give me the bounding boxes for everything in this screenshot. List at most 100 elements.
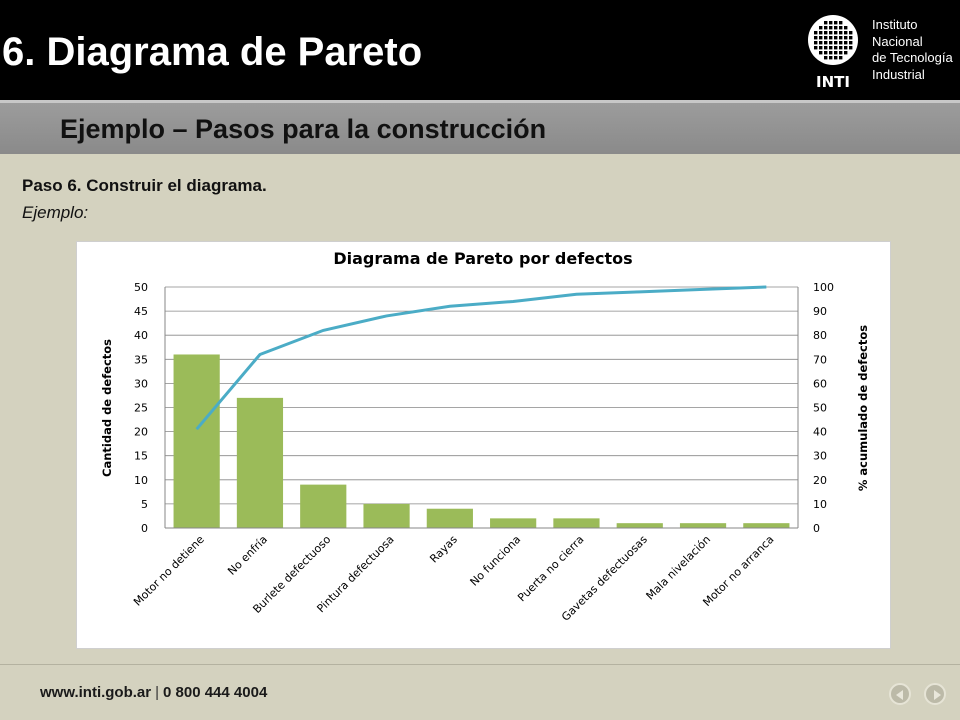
footer-contact: www.inti.gob.ar | 0 800 444 4004 [40, 684, 267, 701]
bar [490, 518, 537, 528]
y-tick-label: 0 [141, 522, 148, 535]
y-tick-label: 25 [134, 402, 148, 415]
logo-grid-cell [834, 41, 838, 45]
pareto-chart: Diagrama de Pareto por defectos 0 5 10 15 20… [76, 241, 891, 649]
logo-grid-cell [819, 31, 823, 35]
logo-grid-cell [839, 36, 843, 40]
y-tick-label: 45 [134, 305, 148, 318]
logo-grid-cell [824, 21, 828, 25]
footer-phone: 0 800 444 4004 [163, 684, 268, 701]
logo-grid-cell [844, 41, 848, 45]
logo-grid-cell [844, 51, 848, 55]
logo-grid-cell [819, 46, 823, 50]
logo-grid-cell [834, 26, 838, 30]
bar [173, 354, 220, 528]
logo-grid-cell [829, 51, 833, 55]
logo-grid-cell [829, 36, 833, 40]
y2-tick-label: 80 [813, 329, 827, 342]
next-slide-button[interactable] [924, 683, 946, 705]
logo-grid-cell [839, 21, 843, 25]
y2-tick-label: 50 [813, 402, 827, 415]
logo-grid-cell [824, 26, 828, 30]
section-subtitle: Ejemplo – Pasos para la construcción [60, 114, 547, 144]
logo-grid-cell [844, 46, 848, 50]
logo-grid-cell [824, 46, 828, 50]
bar [616, 523, 663, 528]
y-tick-label: 35 [134, 353, 148, 366]
footer-url[interactable]: www.inti.gob.ar [40, 684, 152, 701]
y2-tick-label: 0 [813, 522, 820, 535]
logo-grid-cell [829, 31, 833, 35]
logo-grid-cell [814, 36, 818, 40]
logo-grid-cell [844, 31, 848, 35]
logo-grid-cell [824, 31, 828, 35]
bar [363, 503, 410, 528]
x-category-label: Motor no detiene [131, 533, 207, 609]
chart-title: Diagrama de Pareto por defectos [333, 249, 632, 268]
x-category-label: Rayas [427, 533, 460, 566]
x-category-label: No funciona [468, 533, 524, 589]
header-bar [0, 0, 960, 100]
logo-grid-cell [834, 21, 838, 25]
footer-divider [0, 664, 960, 665]
logo-grid-cell [834, 31, 838, 35]
page-title: 6. Diagrama de Pareto [2, 30, 423, 74]
x-category-label: Motor no arranca [700, 533, 776, 609]
logo-line: de Tecnología [872, 50, 953, 65]
logo-grid-cell [834, 56, 838, 60]
logo-grid-cell [824, 41, 828, 45]
logo-grid-cell [824, 36, 828, 40]
logo-grid-cell [849, 36, 853, 40]
logo-grid-cell [839, 31, 843, 35]
logo-grid-cell [814, 31, 818, 35]
logo-grid-cell [829, 46, 833, 50]
step-text: Paso 6. Construir el diagrama. [22, 176, 267, 195]
y2-tick-label: 70 [813, 353, 827, 366]
bar [679, 523, 727, 528]
x-category-label: Puerta no cierra [515, 533, 586, 604]
logo-grid-cell [849, 46, 853, 50]
logo-grid-cell [814, 41, 818, 45]
logo-grid-cell [849, 31, 853, 35]
logo-grid-cell [819, 36, 823, 40]
y2-tick-label: 100 [813, 281, 834, 294]
y2-axis-label: % acumulado de defectos [856, 325, 870, 491]
logo-acronym: INTI [816, 73, 850, 91]
logo-grid-cell [839, 26, 843, 30]
logo-grid-cell [834, 51, 838, 55]
prev-slide-button[interactable] [889, 683, 911, 705]
bar [300, 484, 347, 528]
y-tick-label: 10 [134, 474, 148, 487]
y2-tick-label: 90 [813, 305, 827, 318]
logo-grid-cell [814, 46, 818, 50]
logo-grid-cell [819, 26, 823, 30]
example-label: Ejemplo: [22, 203, 89, 222]
bar [553, 518, 600, 528]
y2-tick-label: 30 [813, 450, 827, 463]
footer-separator: | [155, 684, 160, 701]
logo-grid-cell [819, 51, 823, 55]
y-tick-label: 20 [134, 426, 148, 439]
footer-bar [0, 665, 960, 720]
y2-tick-label: 60 [813, 377, 827, 390]
y-axis-label: Cantidad de defectos [100, 339, 114, 477]
logo-grid-cell [849, 41, 853, 45]
logo-grid-cell [824, 51, 828, 55]
logo-grid-cell [824, 56, 828, 60]
x-category-label: Mala nivelación [644, 533, 714, 603]
subtitle-band [0, 100, 960, 154]
logo-grid-cell [839, 51, 843, 55]
y2-tick-label: 20 [813, 474, 827, 487]
inti-logo: INTI [808, 15, 858, 91]
logo-grid-cell [844, 26, 848, 30]
bar [743, 523, 790, 528]
logo-line: Instituto [872, 17, 918, 32]
logo-grid-cell [839, 56, 843, 60]
logo-grid-cell [844, 36, 848, 40]
logo-line: Industrial [872, 66, 925, 82]
cumulative-line [195, 285, 767, 431]
logo-grid-cell [839, 46, 843, 50]
pareto-chart-svg: Diagrama de Pareto por defectos 0 5 10 15 20… [100, 249, 870, 624]
y-tick-label: 15 [134, 450, 148, 463]
logo-line: Nacional [872, 33, 923, 49]
